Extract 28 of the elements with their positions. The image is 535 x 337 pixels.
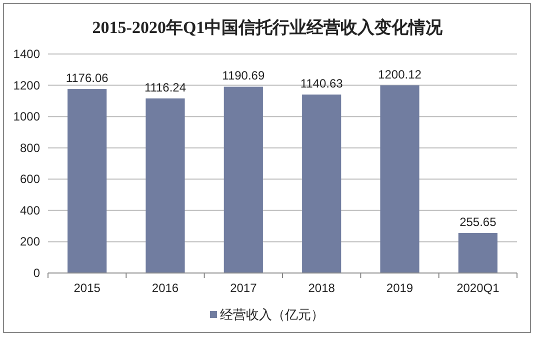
data-label: 1116.24 xyxy=(144,80,186,94)
y-tick-label: 600 xyxy=(20,172,40,186)
bar xyxy=(224,86,263,273)
y-tick-label: 1000 xyxy=(13,110,40,124)
y-tick-label: 800 xyxy=(20,140,40,155)
x-tick-label: 2019 xyxy=(386,281,414,295)
y-tick-label: 1200 xyxy=(13,78,40,92)
y-tick-label: 1400 xyxy=(13,47,40,61)
data-label: 1200.12 xyxy=(378,67,422,82)
data-label: 1190.69 xyxy=(222,68,265,83)
data-label: 1140.63 xyxy=(300,76,344,91)
bar xyxy=(380,85,420,273)
x-tick-label: 2016 xyxy=(152,281,179,295)
y-tick-label: 400 xyxy=(20,203,40,218)
y-tick-label: 0 xyxy=(33,266,40,280)
data-label: 1176.06 xyxy=(66,71,109,86)
bar xyxy=(68,89,107,273)
bar xyxy=(302,94,342,273)
x-tick-label: 2020Q1 xyxy=(456,281,500,295)
bar xyxy=(458,233,498,273)
x-tick-label: 2015 xyxy=(74,281,101,295)
bar xyxy=(146,98,185,273)
legend-label: 经营收入（亿元） xyxy=(220,307,324,322)
x-tick-label: 2018 xyxy=(308,281,336,295)
y-tick-label: 200 xyxy=(20,234,40,249)
x-tick-label: 2017 xyxy=(230,281,258,295)
data-label: 255.65 xyxy=(460,215,497,230)
chart-title: 2015-2020年Q1中国信托行业经营收入变化情况 xyxy=(92,18,444,37)
